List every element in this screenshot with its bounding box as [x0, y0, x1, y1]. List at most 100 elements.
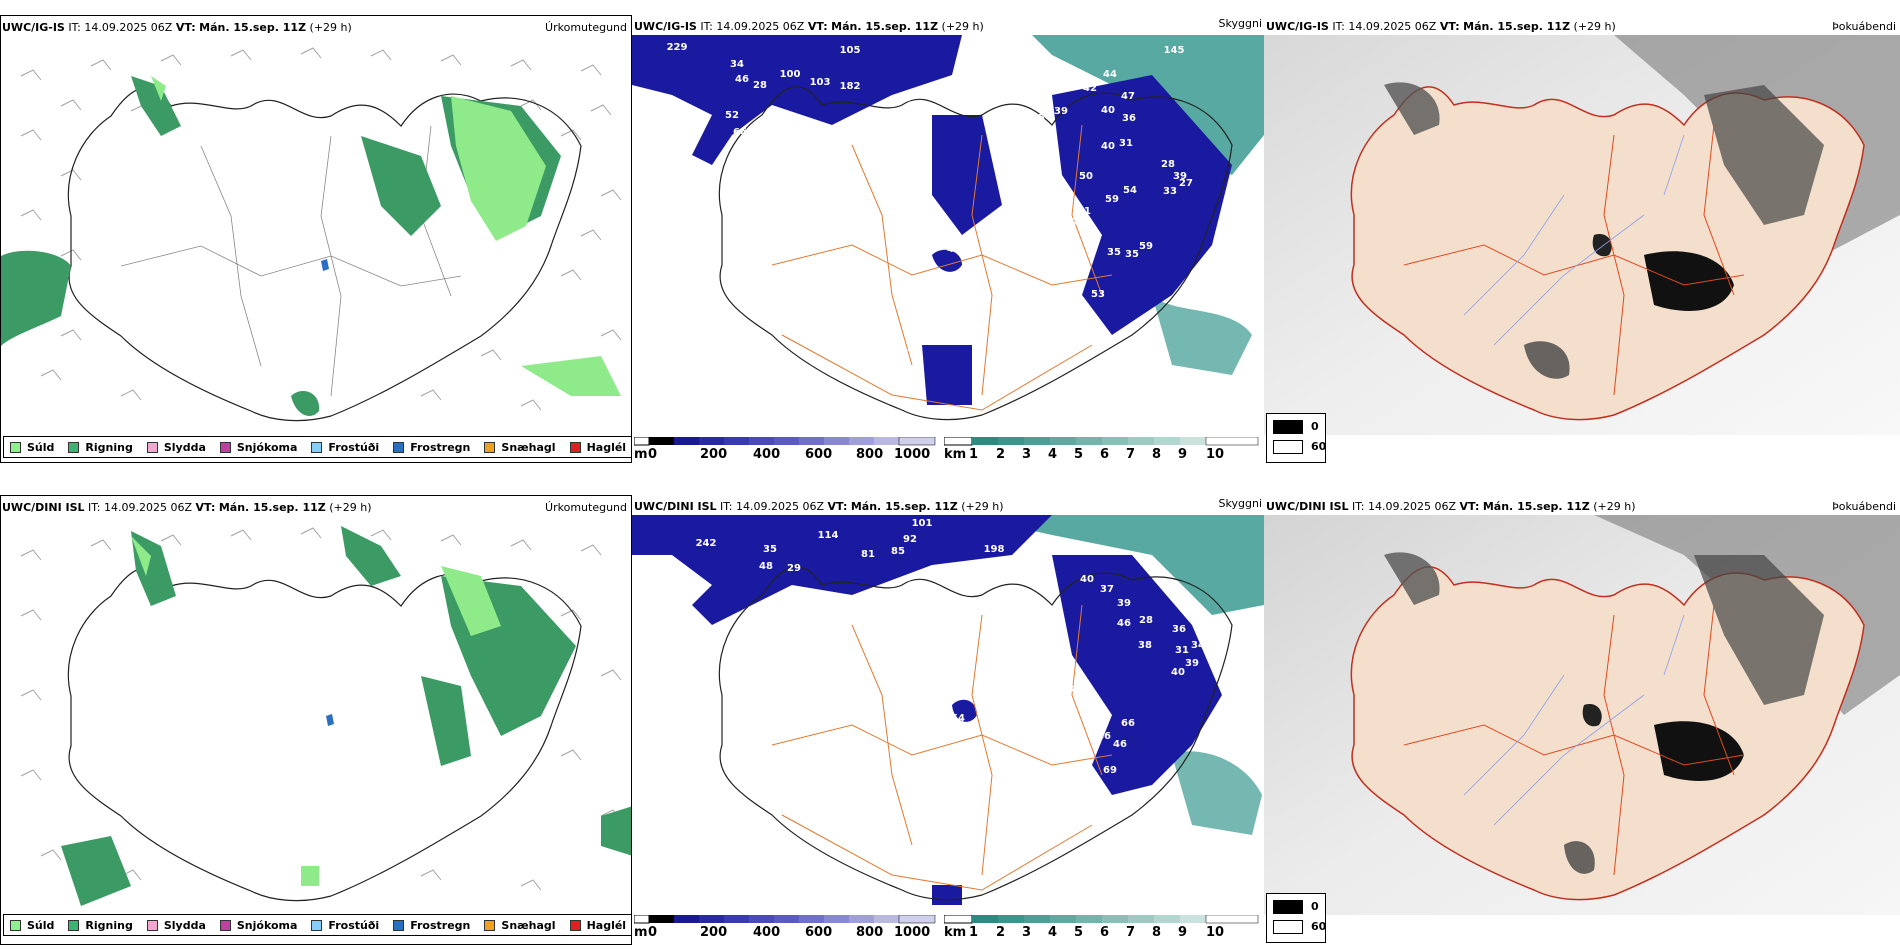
precip-header-1: UWC/IG-IS IT: 14.09.2025 06Z VT: Mán. 15…: [2, 21, 352, 34]
cloud-base-label: 35: [1107, 247, 1121, 258]
cbar-tick: 1000: [894, 447, 931, 462]
iceland-outline: [67, 87, 582, 422]
fog-panel-1: UWC/IG-IS IT: 14.09.2025 06Z VT: Mán. 15…: [1264, 15, 1900, 463]
cloud-base-label: 61: [1077, 206, 1091, 217]
legend-swatch: [311, 441, 323, 453]
cloud-base-label: 28: [1139, 615, 1153, 626]
cbar-tick: 1000: [894, 925, 931, 940]
cloud-base-label: 34: [790, 593, 804, 604]
cbar-km-unit: km: [944, 447, 967, 462]
cloud-panel-1: 229 105 100 103 182 34 46 28 52 66 37 157 164 145 42 44…: [632, 15, 1264, 463]
cloud-base-label: 39: [1173, 171, 1187, 182]
legend-swatch: [219, 919, 231, 931]
cloud-map-1: 229 105 100 103 182 34 46 28 52 66 37 157 164 145 42 44…: [632, 27, 1264, 435]
cloud-base-label: 36: [1122, 113, 1136, 124]
cbar-tick: 6: [1100, 447, 1110, 462]
legend-swatch: [393, 441, 405, 453]
precip-panel-2: UWC/DINI ISL IT: 14.09.2025 06Z VT: Mán.…: [0, 495, 632, 945]
cloud-base-label: 83: [1067, 684, 1081, 695]
cloud-base-label: 46: [1097, 731, 1111, 742]
cloud-base-label: 38: [1138, 640, 1152, 651]
cbar-tick: 4: [1048, 447, 1058, 462]
cloud-base-label: 46: [1117, 618, 1131, 629]
cloud-base-label: 25: [907, 380, 921, 391]
cloud-base-label: 48: [759, 561, 773, 572]
precip-map-1: [1, 47, 622, 422]
precip-title-1: Úrkomutegund: [545, 21, 627, 34]
cloud-base-label: 39: [1117, 598, 1131, 609]
legend-swatch: [10, 919, 21, 931]
cloud-panel-2: 242 114 92 101 81 85 198 35 48 29 34 62 40 37 39 46 28 38…: [632, 495, 1264, 945]
cbar-tick: 5: [1074, 447, 1084, 462]
cloud-base-label: 145: [1164, 45, 1185, 56]
cloud-base-label: 40: [1101, 141, 1115, 152]
legend-swatch: [484, 919, 496, 931]
cloud-base-label: 54: [951, 713, 965, 724]
cbar-tick: 400: [753, 447, 781, 462]
cloud-base-label: 31: [1175, 645, 1189, 656]
cbar-km-unit: km: [944, 925, 967, 940]
fog-map-1: [1264, 35, 1900, 435]
cloud-base-label: 100: [780, 69, 801, 80]
cloud-base-label: 99: [1057, 785, 1071, 796]
legend-swatch: [569, 919, 581, 931]
cloud-base-label: 229: [667, 42, 688, 53]
cbar-m-2: m 0 200 400 600 800 1000: [632, 915, 937, 941]
cloud-base-label: 103: [810, 77, 831, 88]
cloud-base-label: 33: [1163, 186, 1177, 197]
cloud-base-label: 62: [817, 637, 831, 648]
cbar-tick: 600: [805, 925, 833, 940]
cloud-title-2: Skyggni: [1218, 497, 1262, 510]
cloud-base-label: 27: [1179, 178, 1193, 189]
cbar-tick: 200: [700, 447, 728, 462]
cbar-tick: 9: [1178, 925, 1188, 940]
cbar-tick: 400: [753, 925, 781, 940]
cloud-base-label: 42: [1083, 83, 1097, 94]
cbar-tick: 1: [969, 447, 979, 462]
cloud-base-label: 43: [900, 343, 914, 354]
fog-map-2: [1264, 515, 1900, 915]
cloud-base-label: 182: [840, 81, 861, 92]
cloud-base-label: 39: [1185, 658, 1199, 669]
cloud-base-label: 157: [1027, 53, 1048, 64]
cloud-base-label: 48: [1053, 309, 1067, 320]
cbar-tick: 2: [996, 447, 1006, 462]
cloud-base-label: 50: [1059, 287, 1073, 298]
cbar-tick: 0: [648, 447, 658, 462]
cloud-base-label: 50: [1063, 217, 1077, 228]
fog-panel-2: UWC/DINI ISL IT: 14.09.2025 06Z VT: Mán.…: [1264, 495, 1900, 945]
cbar-tick: 800: [856, 447, 884, 462]
cloud-base-label: 37: [1100, 584, 1114, 595]
cbar-tick: 4: [1048, 925, 1058, 940]
cbar-tick: 600: [805, 447, 833, 462]
cloud-base-label: 52: [725, 110, 739, 121]
cloud-header-2: UWC/DINI ISL IT: 14.09.2025 06Z VT: Mán.…: [634, 500, 1004, 513]
cloud-title-1: Skyggni: [1218, 17, 1262, 30]
legend-swatch: [393, 919, 405, 931]
cloud-base-label: 47: [1121, 91, 1135, 102]
cloud-base-label: 47: [947, 244, 961, 255]
precip-legend-1: Súld Rigning Slydda Snjókoma Frostúði Fr…: [3, 436, 631, 458]
cbar-tick: 2: [996, 925, 1006, 940]
cloud-base-label: 66: [733, 127, 747, 138]
cloud-base-label: 40: [1101, 105, 1115, 116]
legend-swatch: [569, 441, 581, 453]
cbar-tick: 8: [1152, 447, 1162, 462]
cloud-base-label: 114: [818, 530, 839, 541]
cloud-base-label: 28: [753, 80, 767, 91]
cloud-base-label: 46: [735, 74, 749, 85]
precip-title-2: Úrkomutegund: [545, 501, 627, 514]
cbar-tick: 200: [700, 925, 728, 940]
cloud-base-label: 35: [1125, 249, 1139, 260]
cloud-base-label: 101: [912, 518, 933, 529]
cloud-base-label: 14: [1035, 131, 1049, 142]
cloud-base-label: 71: [1017, 261, 1031, 272]
legend-swatch: [146, 441, 158, 453]
cloud-base-label: 91: [1061, 265, 1075, 276]
cloud-base-label: 53: [1091, 289, 1105, 300]
precip-map-2: [20, 526, 631, 906]
cloud-base-label: 85: [1031, 113, 1045, 124]
cbar-tick: 10: [1206, 925, 1225, 940]
cloud-base-label: 40: [1171, 667, 1185, 678]
